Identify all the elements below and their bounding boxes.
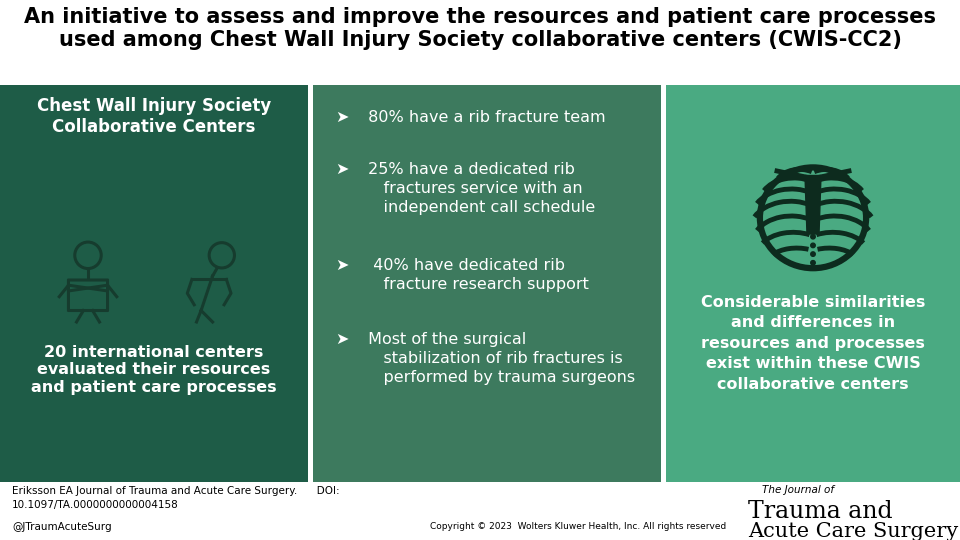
Bar	[0, 85, 308, 482]
Polygon shape	[805, 176, 821, 234]
Text: @JTraumAcuteSurg: @JTraumAcuteSurg	[12, 522, 111, 532]
Text: Considerable similarities
and differences in
resources and processes
exist withi: Considerable similarities and difference…	[701, 295, 925, 392]
Circle shape	[811, 200, 815, 204]
Text: Trauma and: Trauma and	[748, 500, 893, 523]
Text: 10.1097/TA.0000000000004158: 10.1097/TA.0000000000004158	[12, 500, 179, 510]
Circle shape	[811, 191, 815, 195]
Text: ➤: ➤	[335, 162, 348, 177]
Circle shape	[811, 252, 815, 256]
Text: 25% have a dedicated rib
    fractures service with an
    independent call sche: 25% have a dedicated rib fractures servi…	[363, 162, 595, 215]
Circle shape	[811, 243, 815, 248]
Circle shape	[811, 208, 815, 213]
Circle shape	[811, 217, 815, 221]
Text: Acute Care Surgery®: Acute Care Surgery®	[748, 522, 960, 540]
Text: ➤: ➤	[335, 332, 348, 347]
Text: ➤: ➤	[335, 110, 348, 125]
Circle shape	[811, 183, 815, 187]
Circle shape	[811, 234, 815, 239]
Text: ➤: ➤	[335, 258, 348, 273]
Text: Copyright © 2023  Wolters Kluwer Health, Inc. All rights reserved: Copyright © 2023 Wolters Kluwer Health, …	[430, 522, 727, 531]
Text: 20 international centers
evaluated their resources
and patient care processes: 20 international centers evaluated their…	[31, 345, 276, 395]
Circle shape	[811, 226, 815, 230]
Circle shape	[811, 261, 815, 265]
Text: 40% have dedicated rib
    fracture research support: 40% have dedicated rib fracture research…	[363, 258, 588, 292]
Bar	[313, 85, 661, 482]
Text: An initiative to assess and improve the resources and patient care processes
use: An initiative to assess and improve the …	[24, 7, 936, 50]
Text: Chest Wall Injury Society
Collaborative Centers: Chest Wall Injury Society Collaborative …	[36, 97, 271, 136]
Text: The Journal of: The Journal of	[762, 485, 834, 495]
Text: Most of the surgical
    stabilization of rib fractures is
    performed by trau: Most of the surgical stabilization of ri…	[363, 332, 636, 386]
Text: 80% have a rib fracture team: 80% have a rib fracture team	[363, 110, 606, 125]
Bar	[0, 482, 960, 540]
Text: Eriksson EA Journal of Trauma and Acute Care Surgery.      DOI:: Eriksson EA Journal of Trauma and Acute …	[12, 486, 340, 496]
Bar	[666, 85, 960, 482]
